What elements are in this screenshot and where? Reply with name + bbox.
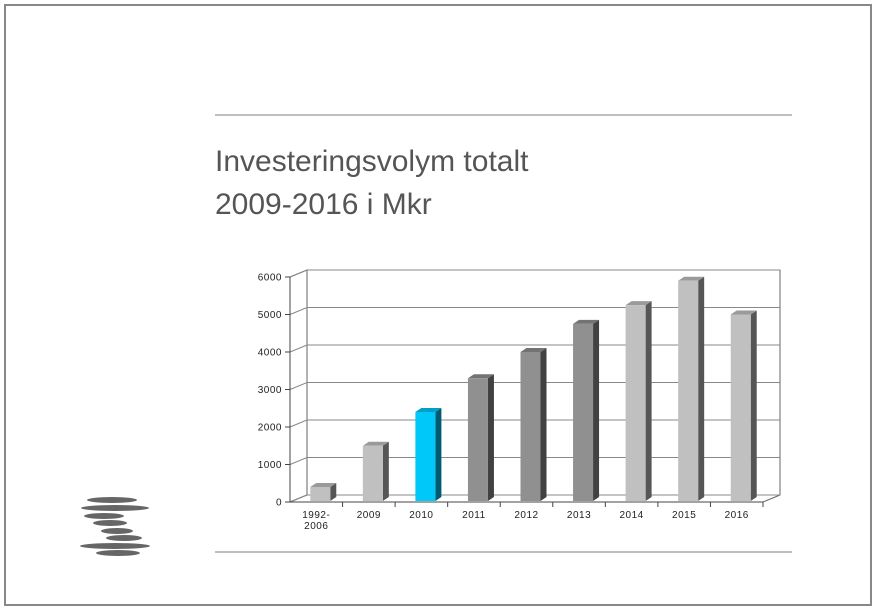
bar-top	[467, 374, 494, 379]
bar-front	[520, 352, 541, 501]
grid-line	[289, 494, 780, 503]
bar-front	[678, 280, 699, 501]
bar-top	[415, 408, 442, 412]
grid-line	[289, 382, 780, 390]
bar	[573, 319, 600, 501]
bar-side	[540, 348, 547, 501]
x-tick-label: 2016	[724, 510, 749, 521]
bar-top	[520, 348, 547, 352]
bar-top	[625, 301, 652, 306]
x-tick-label: 1992-2006	[302, 510, 331, 532]
x-tick-label: 2015	[672, 510, 697, 521]
bar-top	[573, 319, 600, 324]
y-tick-label: 0	[276, 498, 282, 509]
bar-side	[698, 276, 705, 501]
y-tick-label: 4000	[258, 348, 282, 359]
grid-line	[289, 419, 780, 428]
bar	[520, 348, 547, 501]
bar	[625, 301, 652, 501]
bar-side	[382, 441, 389, 501]
logo	[80, 497, 150, 556]
x-tick-label: 2010	[409, 510, 434, 521]
slide-frame	[4, 4, 872, 606]
bar-top	[730, 310, 757, 315]
grid-line	[289, 269, 780, 278]
bar-front	[467, 378, 488, 501]
grid-line	[289, 344, 780, 353]
x-tick-label: 2009	[356, 510, 381, 521]
bar-side	[435, 408, 442, 501]
bar-front	[310, 487, 331, 501]
bar-top	[362, 441, 389, 446]
bar-side	[487, 374, 494, 501]
bar	[362, 441, 389, 501]
bar	[310, 483, 337, 501]
slide-title: Investeringsvolym totalt 2009-2016 i Mkr	[215, 145, 529, 221]
y-tick-label: 1000	[258, 460, 282, 471]
bar	[678, 276, 705, 501]
bar-top	[310, 483, 337, 487]
bar-front	[730, 314, 751, 501]
x-tick-label: 2012	[514, 510, 539, 521]
bar-side	[645, 301, 652, 501]
bar-front	[415, 412, 436, 501]
y-tick-label: 5000	[258, 310, 282, 321]
grid-line	[289, 307, 780, 315]
bar	[415, 408, 442, 501]
x-tick-label: 2011	[462, 510, 486, 521]
x-tick-label: 2014	[619, 510, 644, 521]
bar	[467, 374, 494, 501]
x-tick-label: 2013	[566, 510, 592, 521]
bar-front	[362, 445, 383, 501]
grid-line	[289, 457, 780, 465]
bar-front	[625, 305, 646, 501]
y-tick-label: 6000	[258, 273, 282, 284]
bar	[730, 310, 757, 501]
bar-side	[750, 310, 757, 501]
y-tick-label: 2000	[258, 423, 282, 434]
bar-top	[678, 276, 705, 281]
y-tick-label: 3000	[258, 385, 282, 396]
bar-side	[330, 483, 337, 501]
bar-side	[593, 319, 600, 501]
bar-front	[573, 323, 594, 501]
